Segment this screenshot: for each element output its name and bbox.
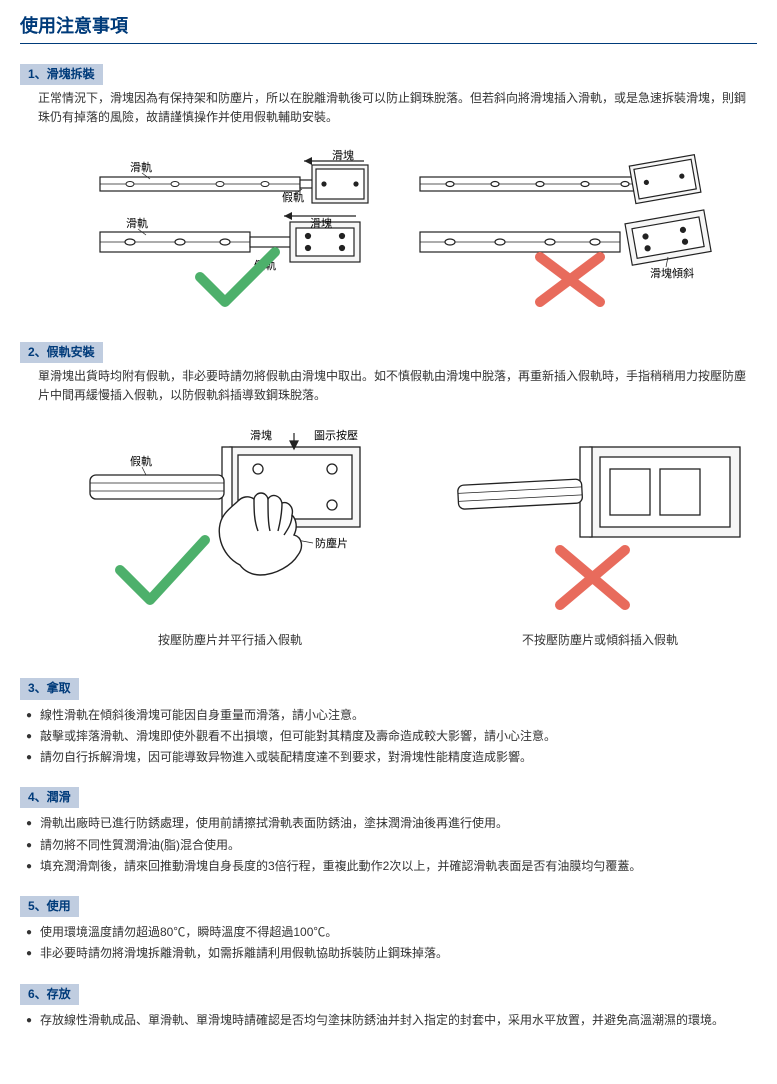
section-2-figures: 滑塊 圖示按壓 假軌 防塵片 按壓防塵片并平行插入假軌 [20,425,757,650]
s5-item-1: 非必要時請勿將滑塊拆離滑軌，如需拆離請利用假軌協助拆裝防止鋼珠掉落。 [26,944,757,963]
fig-1-ok-svg: 滑軌 滑塊 假軌 滑軌 [80,147,380,307]
s4-item-2: 填充潤滑劑後，請來回推動滑塊自身長度的3倍行程，重複此動作2次以上，并確認滑軌表… [26,857,757,876]
fig-1-ng: 滑塊傾斜 [410,147,730,313]
section-6-label: 6、存放 [20,984,79,1005]
label-dummy-1: 假軌 [282,190,304,204]
s4-item-0: 滑軌出廠時已進行防銹處理，使用前請擦拭滑軌表面防銹油，塗抹潤滑油後再進行使用。 [26,814,757,833]
section-4-label: 4、潤滑 [20,787,79,808]
label-block-1: 滑塊 [332,149,354,162]
fig-1-ng-svg: 滑塊傾斜 [410,147,730,307]
fig-2-ng-caption: 不按壓防塵片或傾斜插入假軌 [450,631,750,650]
s3-item-0: 線性滑軌在傾斜後滑塊可能因自身重量而滑落，請小心注意。 [26,706,757,725]
fig-2-ng-svg [450,425,750,615]
label-rail-1: 滑軌 [130,160,152,174]
page-title: 使用注意事項 [20,12,757,44]
s5-item-0: 使用環境溫度請勿超過80℃，瞬時溫度不得超過100℃。 [26,923,757,942]
section-1-label: 1、滑塊拆裝 [20,64,103,85]
label-block-2: 滑塊 [310,217,332,230]
fig-2-ok-caption: 按壓防塵片并平行插入假軌 [80,631,380,650]
section-5-list: 使用環境溫度請勿超過80℃，瞬時溫度不得超過100℃。 非必要時請勿將滑塊拆離滑… [20,923,757,963]
s6-item-0: 存放線性滑軌成品、單滑軌、單滑塊時請確認是否均勻塗抹防銹油并封入指定的封套中，采… [26,1011,757,1030]
section-1-body: 正常情況下，滑塊因為有保持架和防塵片，所以在脫離滑軌後可以防止鋼珠脫落。但若斜向… [20,89,757,127]
label-tilt: 滑塊傾斜 [650,266,694,280]
fig-2-ng: 不按壓防塵片或傾斜插入假軌 [450,425,750,650]
label-block-ok: 滑塊 [250,429,272,442]
s3-item-2: 請勿自行拆解滑塊，因可能導致异物進入或裝配精度達不到要求，對滑塊性能精度造成影響… [26,748,757,767]
section-2-label: 2、假軌安裝 [20,342,103,363]
fig-1-ok: 滑軌 滑塊 假軌 滑軌 [80,147,380,313]
section-1-figures: 滑軌 滑塊 假軌 滑軌 [20,147,757,313]
label-press: 圖示按壓 [314,428,358,442]
label-dummy-ok: 假軌 [130,454,152,468]
s3-item-1: 敲擊或摔落滑軌、滑塊即使外觀看不出損壞，但可能對其精度及壽命造成較大影響，請小心… [26,727,757,746]
section-4-list: 滑軌出廠時已進行防銹處理，使用前請擦拭滑軌表面防銹油，塗抹潤滑油後再進行使用。 … [20,814,757,876]
s4-item-1: 請勿將不同性質潤滑油(脂)混合使用。 [26,836,757,855]
label-dust: 防塵片 [315,536,348,550]
section-5-label: 5、使用 [20,896,79,917]
section-3-list: 線性滑軌在傾斜後滑塊可能因自身重量而滑落，請小心注意。 敲擊或摔落滑軌、滑塊即使… [20,706,757,768]
section-2-body: 單滑塊出貨時均附有假軌，非必要時請勿將假軌由滑塊中取出。如不慎假軌由滑塊中脫落，… [20,367,757,405]
label-rail-2: 滑軌 [126,216,148,230]
fig-2-ok-svg: 滑塊 圖示按壓 假軌 防塵片 [80,425,380,615]
section-6-list: 存放線性滑軌成品、單滑軌、單滑塊時請確認是否均勻塗抹防銹油并封入指定的封套中，采… [20,1011,757,1030]
section-3-label: 3、拿取 [20,678,79,699]
fig-2-ok: 滑塊 圖示按壓 假軌 防塵片 按壓防塵片并平行插入假軌 [80,425,380,650]
